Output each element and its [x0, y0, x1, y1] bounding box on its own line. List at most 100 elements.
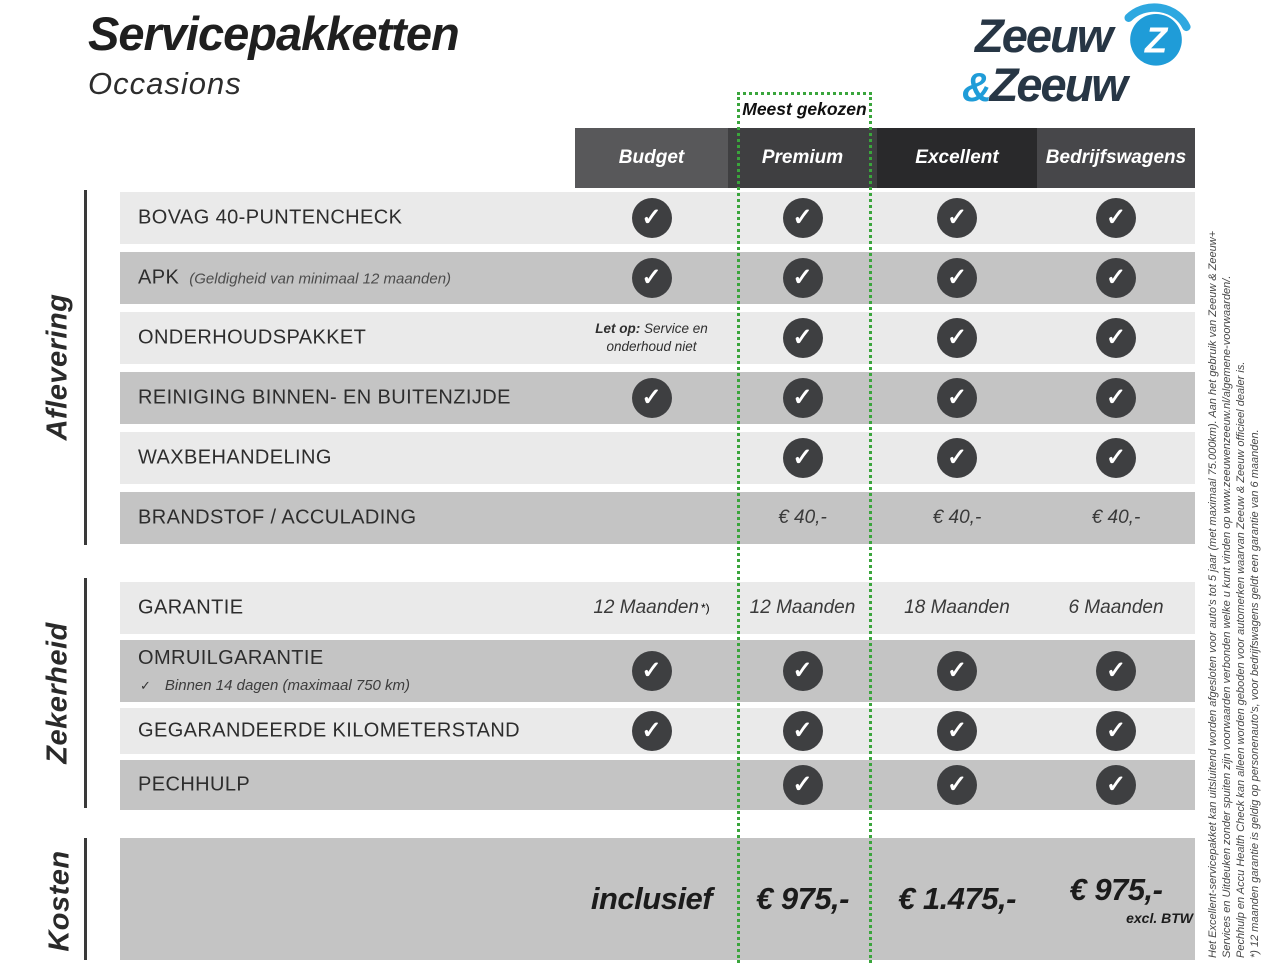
row-label: ONDERHOUDSPAKKET: [138, 327, 366, 350]
cell-budget: [575, 372, 728, 424]
cell-value: € 40,-: [778, 507, 827, 528]
check-icon: [1096, 378, 1136, 418]
table-row: BRANDSTOF / ACCULADING € 40,- € 40,- € 40,-: [120, 492, 1195, 544]
cell-premium: [728, 372, 877, 424]
logo-line2: &Zeeuw: [962, 57, 1128, 112]
cell-excellent: [877, 708, 1037, 754]
row-label: BRANDSTOF / ACCULADING: [138, 507, 416, 530]
cost-cell-excellent: € 1.475,-: [877, 838, 1037, 960]
row-label: REINIGING BINNEN- EN BUITENZIJDE: [138, 387, 511, 410]
check-icon: [631, 198, 672, 238]
cell-budget: Let op: Service en onderhoud niet: [575, 312, 728, 364]
price-text: € 975,-: [1069, 872, 1163, 907]
z-swoosh-icon: Z: [1118, 0, 1194, 74]
feature-name: GEGARANDEERDE KILOMETERSTAND: [138, 719, 521, 742]
check-icon: [782, 711, 823, 751]
cell-value: 12 Maanden: [749, 597, 856, 618]
table-row: REINIGING BINNEN- EN BUITENZIJDE: [120, 372, 1195, 424]
page-title: Servicepakketten: [88, 7, 460, 60]
cell-excellent: 18 Maanden: [877, 582, 1037, 634]
subnote-text: Binnen 14 dagen (maximaal 750 km): [164, 677, 411, 694]
check-icon: [631, 651, 672, 691]
section-label-aflevering: Aflevering: [41, 293, 74, 441]
feature-name: APK: [138, 266, 180, 289]
check-icon: [937, 438, 977, 478]
table-row: APK (Geldigheid van minimaal 12 maanden): [120, 252, 1195, 304]
price-text: € 1.475,-: [898, 881, 1016, 916]
cell-note-bold: Let op:: [595, 320, 641, 336]
check-icon: [937, 765, 977, 805]
feature-note: (Geldigheid van minimaal 12 maanden): [189, 270, 452, 288]
cell-premium: [728, 708, 877, 754]
column-header-budget: Budget: [575, 128, 728, 188]
cell-note-text: Service en onderhoud niet: [606, 320, 708, 354]
footnote-marker: *): [700, 601, 710, 615]
check-icon: [937, 318, 977, 358]
row-label: GARANTIE: [138, 597, 243, 620]
small-check-icon: ✓: [140, 678, 151, 693]
feature-name: BOVAG 40-PUNTENCHECK: [138, 206, 403, 229]
check-icon: [782, 258, 823, 298]
cell-bedrijfswagens: [1037, 760, 1195, 810]
cell-value: € 40,-: [932, 507, 982, 528]
section-label-kosten: Kosten: [43, 850, 76, 952]
feature-name: PECHHULP: [138, 773, 251, 796]
check-icon: [1096, 318, 1136, 358]
cell-budget: [575, 640, 728, 702]
footnote-line: Services en Uitdeuken zonder spuiten zij…: [1221, 275, 1233, 958]
check-icon: [1096, 258, 1136, 298]
cell-excellent: [877, 252, 1037, 304]
check-icon: [782, 765, 823, 805]
cell-premium: € 40,-: [728, 492, 877, 544]
check-icon: [631, 378, 672, 418]
cell-premium: [728, 760, 877, 810]
column-header-excellent: Excellent: [877, 128, 1037, 188]
row-label: PECHHULP: [138, 774, 250, 797]
table-row: WAXBEHANDELING: [120, 432, 1195, 484]
column-header-bedrijfswagens: Bedrijfswagens: [1037, 128, 1195, 188]
check-icon: [1096, 198, 1136, 238]
legal-footnotes: Het Excellent-servicepakket kan uitsluit…: [1206, 110, 1262, 958]
check-icon: [631, 711, 672, 751]
cell-bedrijfswagens: [1037, 312, 1195, 364]
zeeuw-logo: Zeeuw Z &Zeeuw: [958, 2, 1198, 118]
footnote-line: *) 12 maanden garantie is geldig op pers…: [1249, 429, 1261, 958]
table-row: OMRUILGARANTIE ✓ Binnen 14 dagen (maximaal…: [120, 640, 1195, 702]
cell-bedrijfswagens: 6 Maanden: [1037, 582, 1195, 634]
cell-excellent: € 40,-: [877, 492, 1037, 544]
cell-bedrijfswagens: [1037, 192, 1195, 244]
cell-budget: [575, 708, 728, 754]
cost-row: inclusief € 975,- € 1.475,- € 975,- excl. BT…: [120, 838, 1195, 960]
check-icon: [1096, 711, 1136, 751]
cell-value: 12 Maanden: [593, 597, 699, 618]
cell-budget: [575, 252, 728, 304]
table-row: GARANTIE 12 Maanden *) 12 Maanden 18 Maanden…: [120, 582, 1195, 634]
check-icon: [1096, 651, 1136, 691]
cell-premium: [728, 312, 877, 364]
check-icon: [1096, 438, 1136, 478]
table-row: ONDERHOUDSPAKKET Let op: Service en onder…: [120, 312, 1195, 364]
footnote-line: Het Excellent-servicepakket kan uitsluit…: [1207, 230, 1219, 958]
feature-name: REINIGING BINNEN- EN BUITENZIJDE: [138, 386, 511, 409]
check-icon: [782, 378, 823, 418]
price-text: inclusief: [590, 881, 713, 916]
cell-premium: [728, 192, 877, 244]
cost-cell-budget: inclusief: [575, 838, 728, 960]
cell-excellent: [877, 312, 1037, 364]
check-icon: [937, 651, 977, 691]
feature-subnote: ✓ Binnen 14 dagen (maximaal 750 km): [140, 677, 410, 694]
table-row: GEGARANDEERDE KILOMETERSTAND: [120, 708, 1195, 754]
cell-budget: [575, 492, 728, 544]
most-chosen-label: Meest gekozen: [742, 99, 867, 119]
cell-value: 6 Maanden: [1068, 597, 1164, 618]
feature-name: ONDERHOUDSPAKKET: [138, 326, 367, 349]
cell-excellent: [877, 432, 1037, 484]
check-icon: [782, 438, 823, 478]
cell-budget: [575, 432, 728, 484]
cell-premium: 12 Maanden: [728, 582, 877, 634]
cell-bedrijfswagens: [1037, 640, 1195, 702]
cell-value: € 40,-: [1091, 507, 1141, 528]
column-header-premium: Premium: [728, 128, 877, 188]
section-label-zekerheid: Zekerheid: [41, 622, 74, 764]
